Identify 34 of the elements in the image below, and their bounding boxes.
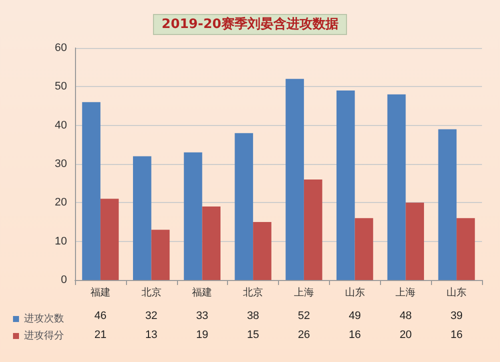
data-label: 16 (348, 329, 361, 341)
y-tick-label: 30 (54, 158, 67, 170)
data-label: 38 (246, 310, 260, 322)
x-tick-label: 上海 (294, 286, 314, 298)
x-tick-label: 福建 (90, 286, 110, 298)
y-tick-label: 0 (60, 274, 67, 286)
x-tick-label: 福建 (192, 286, 212, 298)
data-label: 46 (94, 310, 107, 322)
data-label: 33 (196, 310, 208, 322)
legend-label: 进攻得分 (24, 330, 64, 342)
y-tick-label: 10 (54, 235, 67, 248)
x-tick-label: 山东 (344, 286, 365, 298)
data-label: 15 (246, 329, 260, 341)
data-label: 21 (94, 329, 107, 341)
data-label: 20 (400, 329, 412, 341)
data-label: 49 (348, 310, 361, 322)
y-tick-label: 40 (54, 119, 67, 132)
x-tick-label: 山东 (446, 286, 467, 298)
x-tick-label: 北京 (141, 286, 162, 298)
data-label: 19 (196, 329, 208, 341)
data-label: 48 (400, 310, 412, 322)
data-label: 52 (298, 310, 310, 322)
data-label: 32 (145, 310, 158, 322)
data-label: 13 (145, 329, 158, 341)
x-tick-label: 北京 (243, 286, 264, 298)
data-label: 26 (298, 329, 310, 341)
y-tick-label: 50 (54, 80, 67, 93)
legend-label: 进攻次数 (24, 312, 64, 324)
y-tick-label: 20 (54, 196, 67, 209)
x-tick-label: 上海 (396, 286, 416, 298)
data-label: 16 (450, 329, 463, 341)
data-label: 39 (450, 310, 463, 322)
chart-title: 2019-20赛季刘晏含进攻数据 (162, 16, 338, 32)
y-tick-label: 60 (54, 42, 67, 54)
